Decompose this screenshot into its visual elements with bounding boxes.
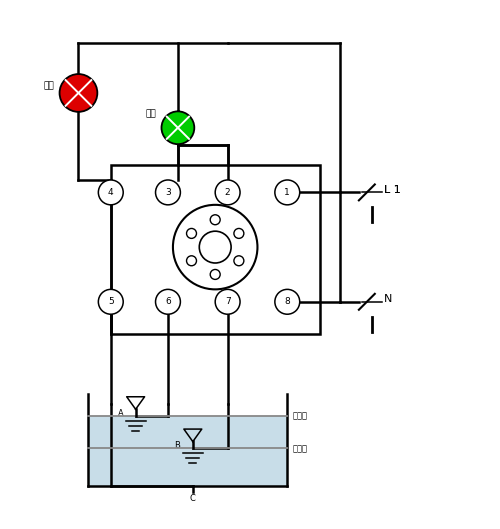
Circle shape (98, 289, 123, 314)
Text: 2: 2 (225, 188, 230, 197)
Text: B: B (174, 442, 180, 451)
Text: 茂水位: 茂水位 (292, 412, 308, 421)
Text: 8: 8 (284, 297, 290, 306)
Circle shape (275, 180, 299, 205)
Text: 低水位: 低水位 (292, 444, 308, 453)
Text: 红灯: 红灯 (44, 81, 54, 90)
Text: 6: 6 (165, 297, 171, 306)
Text: N: N (384, 294, 392, 304)
Bar (88, 416, 288, 486)
Text: 3: 3 (165, 188, 171, 197)
Circle shape (275, 289, 299, 314)
Circle shape (215, 289, 240, 314)
Text: L 1: L 1 (384, 185, 401, 195)
Text: 5: 5 (108, 297, 114, 306)
Text: 绿灯: 绿灯 (146, 109, 156, 118)
Text: 4: 4 (108, 188, 114, 197)
Circle shape (60, 74, 98, 112)
Circle shape (156, 289, 180, 314)
Text: L 1: L 1 (384, 185, 401, 195)
Bar (111, 165, 320, 334)
Text: C: C (190, 494, 196, 503)
Text: 1: 1 (284, 188, 290, 197)
Circle shape (215, 180, 240, 205)
Circle shape (98, 180, 123, 205)
Circle shape (162, 112, 194, 144)
Circle shape (156, 180, 180, 205)
Text: A: A (118, 409, 123, 418)
Text: 7: 7 (225, 297, 230, 306)
